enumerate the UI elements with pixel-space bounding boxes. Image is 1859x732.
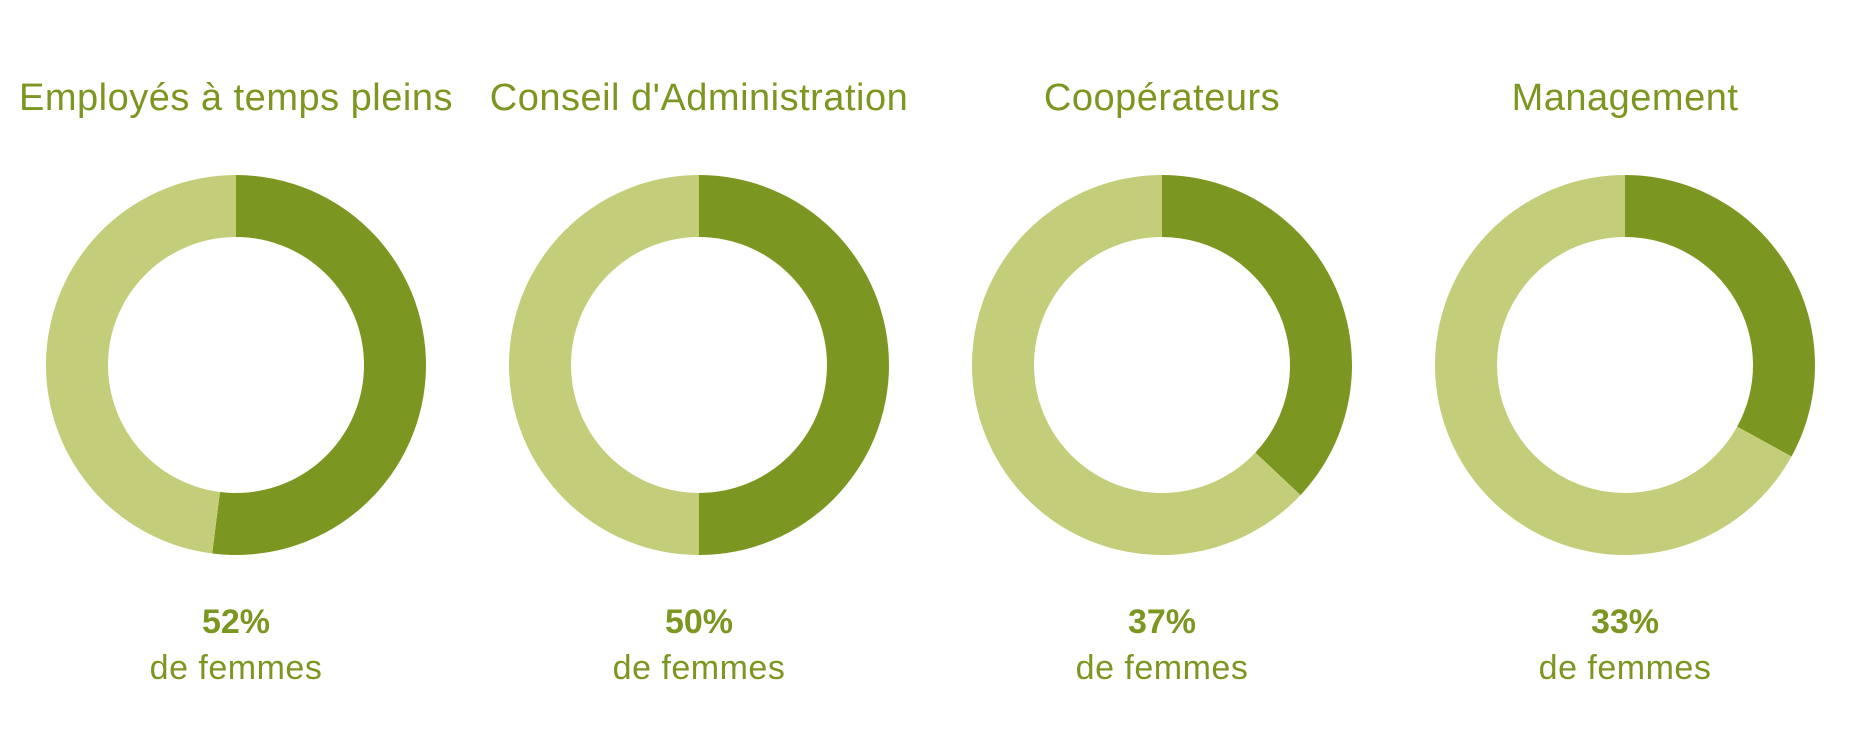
percentage-value: 52% xyxy=(201,603,271,641)
donut-panel-conseil: Conseil d'Administration 50% de femmes xyxy=(479,0,919,732)
percentage-caption: de femmes xyxy=(1075,649,1249,687)
donut-slice-remainder xyxy=(1435,175,1792,555)
donut-slice-femmes xyxy=(1625,175,1815,457)
chart-title: Coopérateurs xyxy=(1043,77,1281,119)
percentage-caption: de femmes xyxy=(1538,649,1712,687)
percentage-value: 33% xyxy=(1590,603,1660,641)
chart-title: Management xyxy=(1511,77,1739,119)
donut-panel-management: Management 33% de femmes xyxy=(1405,0,1845,732)
donut-slice-femmes xyxy=(699,175,889,555)
donut-chart xyxy=(45,175,426,555)
percentage-caption: de femmes xyxy=(612,649,786,687)
chart-title: Conseil d'Administration xyxy=(489,77,909,119)
percentage-caption: de femmes xyxy=(149,649,323,687)
chart-title: Employés à temps pleins xyxy=(19,77,453,119)
donut-chart xyxy=(509,175,889,555)
donut-slice-remainder xyxy=(972,175,1301,555)
percentage-value: 50% xyxy=(664,603,734,641)
donut-chart xyxy=(1435,175,1815,555)
donut-panel-employes: Employés à temps pleins 52% de femmes xyxy=(16,0,456,732)
donut-slice-femmes xyxy=(212,175,426,555)
donut-slice-remainder xyxy=(45,175,237,554)
donut-slice-remainder xyxy=(509,175,699,555)
percentage-value: 37% xyxy=(1127,603,1197,641)
donut-slice-femmes xyxy=(1162,175,1352,496)
donut-chart xyxy=(972,175,1352,555)
donut-panel-cooperateurs: Coopérateurs 37% de femmes xyxy=(942,0,1382,732)
